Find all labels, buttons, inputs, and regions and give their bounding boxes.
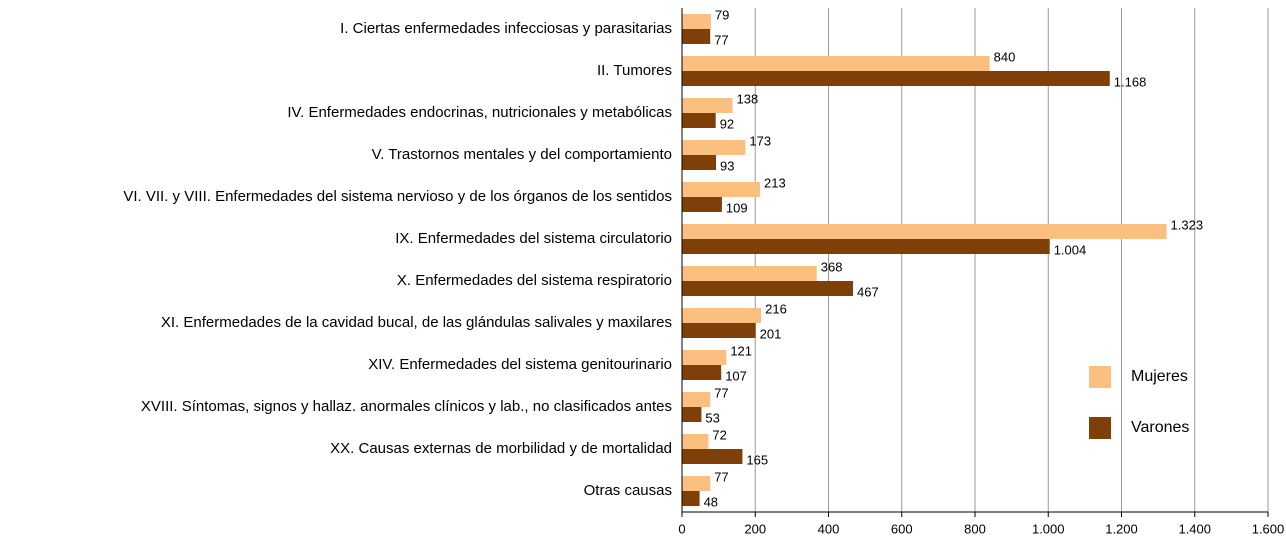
- value-label: 53: [705, 410, 719, 425]
- value-label: 1.323: [1171, 217, 1204, 232]
- category-label: XX. Causas externas de morbilidad y de m…: [330, 440, 672, 457]
- legend-swatch: [1089, 417, 1111, 439]
- category-label: I. Ciertas enfermedades infecciosas y pa…: [340, 20, 672, 37]
- value-label: 201: [760, 326, 782, 341]
- value-label: 77: [714, 385, 728, 400]
- category-label: XI. Enfermedades de la cavidad bucal, de…: [161, 314, 672, 331]
- value-label: 213: [764, 175, 786, 190]
- bar: [682, 365, 722, 380]
- bar: [682, 434, 709, 449]
- category-label: IX. Enfermedades del sistema circulatori…: [395, 230, 672, 247]
- category-label: Otras causas: [584, 482, 672, 499]
- bar: [682, 182, 761, 197]
- bar: [682, 140, 746, 155]
- value-label: 368: [821, 259, 843, 274]
- category-label: IV. Enfermedades endocrinas, nutricional…: [287, 104, 672, 121]
- value-label: 93: [720, 158, 734, 173]
- value-label: 1.004: [1054, 242, 1087, 257]
- x-tick-label: 200: [744, 521, 766, 536]
- category-label: X. Enfermedades del sistema respiratorio: [397, 272, 672, 289]
- bar: [682, 239, 1050, 254]
- x-tick-label: 800: [964, 521, 986, 536]
- bar: [682, 155, 717, 170]
- bar: [682, 449, 743, 464]
- x-tick-label: 1.200: [1105, 521, 1138, 536]
- bar: [682, 350, 727, 365]
- bar: [682, 197, 722, 212]
- bar: [682, 56, 990, 71]
- x-tick-label: 600: [891, 521, 913, 536]
- category-label: XVIII. Síntomas, signos y hallaz. anorma…: [141, 398, 672, 415]
- legend-label: Mujeres: [1131, 368, 1188, 385]
- value-label: 109: [726, 200, 748, 215]
- value-label: 138: [737, 91, 759, 106]
- bar: [682, 281, 854, 296]
- category-label: XIV. Enfermedades del sistema genitourin…: [368, 356, 672, 373]
- value-label: 1.168: [1114, 74, 1147, 89]
- value-label: 48: [704, 494, 718, 509]
- bar: [682, 407, 702, 422]
- value-label: 77: [714, 32, 728, 47]
- bar: [682, 491, 700, 506]
- x-tick-label: 0: [678, 521, 685, 536]
- x-tick-label: 400: [818, 521, 840, 536]
- bar: [682, 98, 733, 113]
- value-label: 72: [712, 427, 726, 442]
- legend-swatch: [1089, 366, 1111, 388]
- bar: [682, 71, 1110, 86]
- value-label: 173: [749, 133, 771, 148]
- value-label: 107: [725, 368, 747, 383]
- bar: [682, 224, 1167, 239]
- value-label: 840: [994, 49, 1016, 64]
- bar: [682, 323, 756, 338]
- value-label: 79: [715, 7, 729, 22]
- category-label: II. Tumores: [597, 62, 672, 79]
- value-label: 77: [714, 469, 728, 484]
- value-label: 165: [746, 452, 768, 467]
- bar: [682, 14, 711, 29]
- bar: [682, 113, 716, 128]
- value-label: 92: [720, 116, 734, 131]
- category-label: V. Trastornos mentales y del comportamie…: [372, 146, 672, 163]
- value-label: 216: [765, 301, 787, 316]
- x-tick-label: 1.400: [1178, 521, 1211, 536]
- bar: [682, 308, 762, 323]
- bar: [682, 392, 711, 407]
- x-tick-label: 1.600: [1252, 521, 1285, 536]
- category-label: VI. VII. y VIII. Enfermedades del sistem…: [123, 188, 672, 205]
- value-label: 121: [730, 343, 752, 358]
- bar: [682, 29, 711, 44]
- x-tick-label: 1.000: [1032, 521, 1065, 536]
- value-label: 467: [857, 284, 879, 299]
- bar: [682, 266, 817, 281]
- bar: [682, 476, 711, 491]
- legend-label: Varones: [1131, 419, 1189, 436]
